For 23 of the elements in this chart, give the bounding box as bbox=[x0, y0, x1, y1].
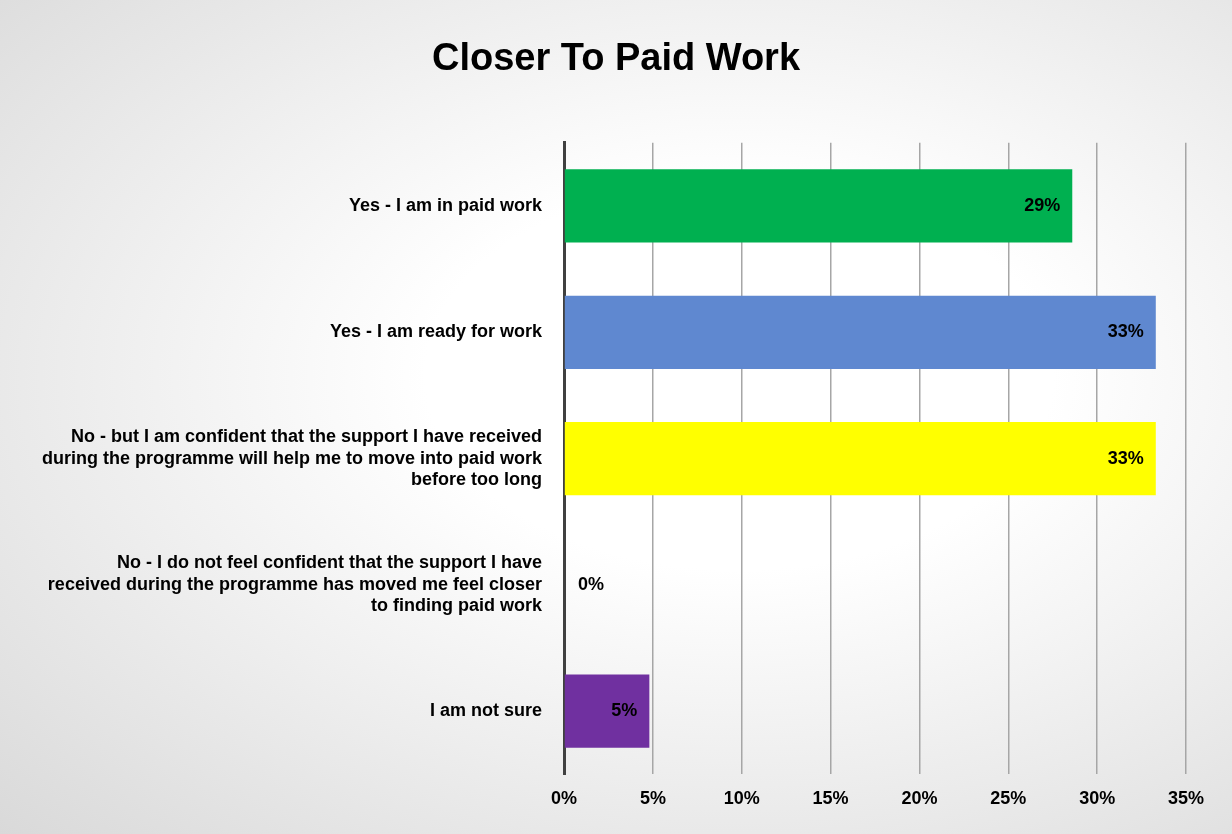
x-tick-label: 35% bbox=[1167, 788, 1205, 809]
y-tick-label: Yes - I am in paid work bbox=[348, 194, 544, 215]
x-tick-label: 30% bbox=[1079, 788, 1116, 809]
bar bbox=[564, 169, 1073, 243]
chart-title: Closer To Paid Work bbox=[430, 36, 802, 79]
x-tick-label: 5% bbox=[639, 788, 666, 809]
x-tick-label: 0% bbox=[551, 788, 578, 809]
data-label: 5% bbox=[611, 700, 638, 721]
x-tick-label: 25% bbox=[990, 788, 1027, 809]
x-tick-label: 15% bbox=[812, 788, 849, 809]
data-label: 33% bbox=[1107, 321, 1144, 342]
y-tick-label: Yes - I am ready for work bbox=[329, 321, 544, 342]
y-tick-label: No - I do not feel confident that the support I have received during the programme has moved me feel closer to finding paid work bbox=[47, 552, 544, 616]
bar bbox=[564, 674, 650, 748]
bar bbox=[564, 421, 1156, 496]
x-tick-label: 20% bbox=[901, 788, 938, 809]
y-tick-label: I am not sure bbox=[430, 700, 543, 721]
data-label: 33% bbox=[1107, 447, 1144, 468]
bar bbox=[564, 295, 1156, 369]
data-label: 29% bbox=[1024, 194, 1061, 215]
x-tick-label: 10% bbox=[723, 788, 760, 809]
data-label: 0% bbox=[578, 573, 605, 594]
y-tick-label: No - but I am confident that the support I have received during the programme will help me to move into paid work before too long bbox=[41, 425, 544, 490]
